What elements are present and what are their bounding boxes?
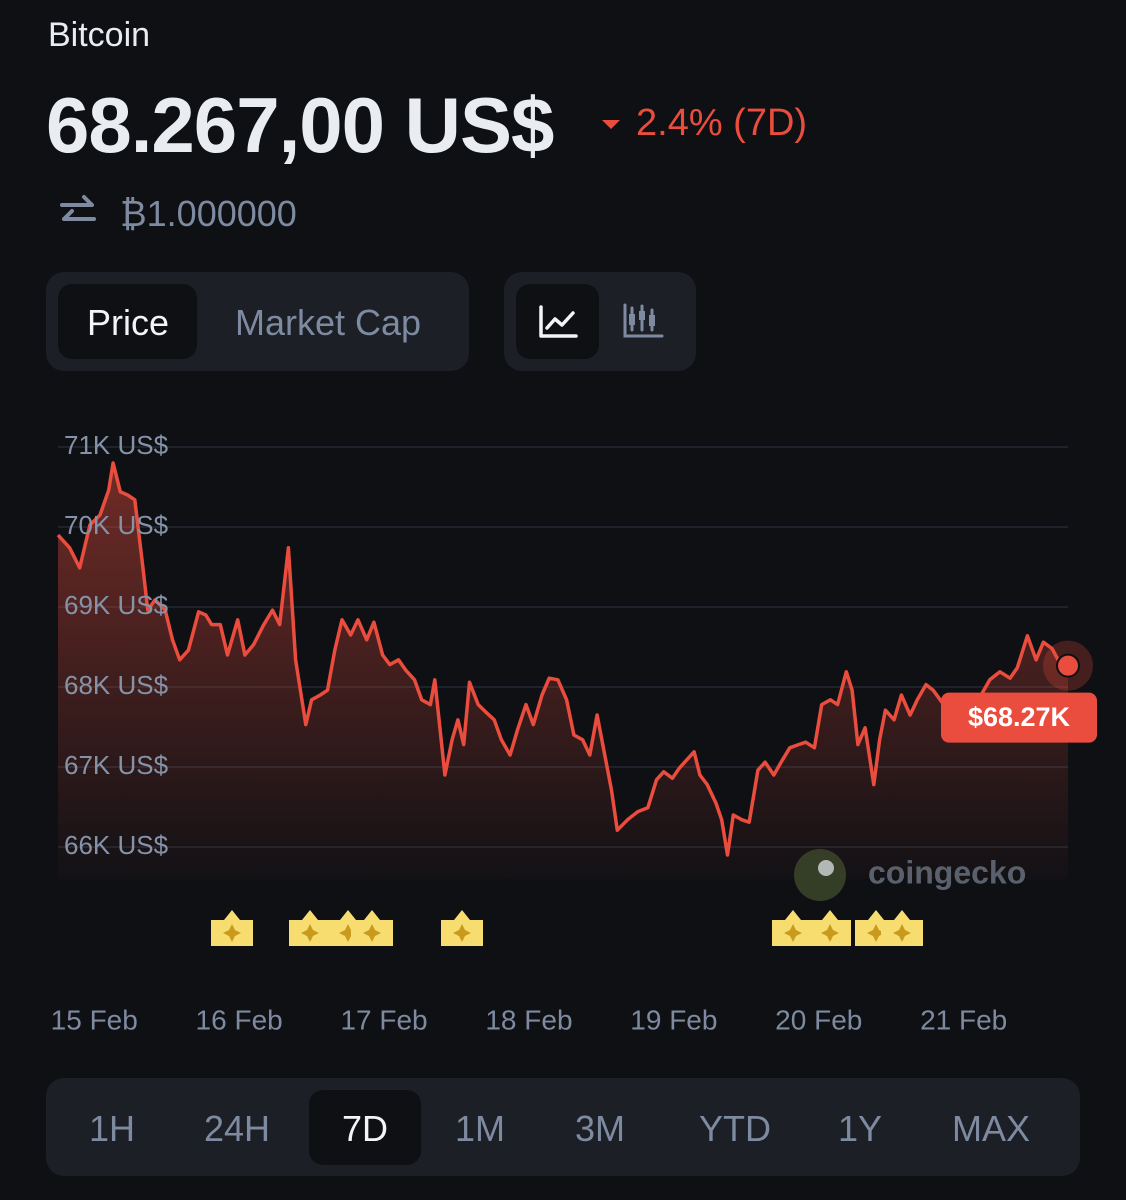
x-tick-label: 15 Feb: [51, 1004, 138, 1035]
y-tick-label: 67K US$: [64, 750, 169, 780]
price-line: [56, 461, 1069, 857]
event-star: [363, 924, 381, 942]
x-tick-label: 16 Feb: [196, 1004, 283, 1035]
range-tab[interactable]: MAX: [951, 1108, 1031, 1149]
range-tab[interactable]: 3M: [574, 1108, 626, 1149]
range-tab[interactable]: 1H: [88, 1108, 136, 1149]
price-chart: $68.27K coingecko 15 Feb 16 Feb 17 Feb 18 F…: [51, 430, 1097, 1035]
y-tick-label: 69K US$: [64, 590, 169, 620]
end-label-box: [941, 692, 1097, 743]
end-dot: [1056, 653, 1080, 678]
event-markers: [211, 910, 923, 946]
event-star: [821, 924, 839, 942]
candle-chart-icon[interactable]: [622, 302, 664, 340]
down-arrow: [602, 120, 620, 129]
y-tick-label: 71K US$: [64, 430, 169, 460]
y-tick-label: 70K US$: [64, 510, 169, 540]
range-tab[interactable]: 24H: [203, 1108, 271, 1149]
range-tabs: 1H 24H 7D 1M 3M YTD 1Y MAX: [46, 1078, 1080, 1176]
tab[interactable]: Price: [86, 302, 170, 343]
metric-tabs: Price Market Cap: [46, 272, 469, 371]
end-label: $68.27K: [968, 702, 1071, 732]
event-star: [453, 924, 471, 942]
selected-tab: [309, 1090, 421, 1165]
chart-type-tabs: [504, 272, 696, 371]
range-tab[interactable]: YTD: [699, 1108, 771, 1149]
price-area: [58, 463, 1068, 879]
y-tick-label: 68K US$: [64, 670, 169, 700]
range-tab[interactable]: 1M: [454, 1108, 506, 1149]
event-star: [339, 924, 357, 942]
selected-tab: [58, 284, 197, 359]
watermark-text: coingecko: [868, 854, 1026, 890]
x-tick-label: 19 Feb: [630, 1004, 717, 1035]
x-tick-label: 17 Feb: [340, 1004, 427, 1035]
conversion: ₿1.000000: [120, 193, 297, 234]
event-star: [867, 924, 885, 942]
price-change: 2.4% (7D): [636, 102, 808, 144]
coin-name: Bitcoin: [48, 16, 151, 54]
range-tab[interactable]: 1Y: [837, 1108, 883, 1149]
price: 68.267,00 US$: [46, 81, 554, 169]
event-star: [784, 924, 802, 942]
event-star: [893, 924, 911, 942]
tab[interactable]: Market Cap: [234, 302, 422, 343]
line-chart-icon[interactable]: [538, 304, 578, 340]
range-tab[interactable]: 7D: [341, 1108, 389, 1149]
x-tick-label: 21 Feb: [920, 1004, 1007, 1035]
event-star: [223, 924, 241, 942]
x-tick-label: 18 Feb: [485, 1004, 572, 1035]
x-tick-label: 20 Feb: [775, 1004, 862, 1035]
watermark: coingecko: [794, 849, 1026, 901]
swap-icon[interactable]: [58, 192, 98, 232]
y-tick-label: 66K US$: [64, 830, 169, 860]
event-star: [301, 924, 319, 942]
